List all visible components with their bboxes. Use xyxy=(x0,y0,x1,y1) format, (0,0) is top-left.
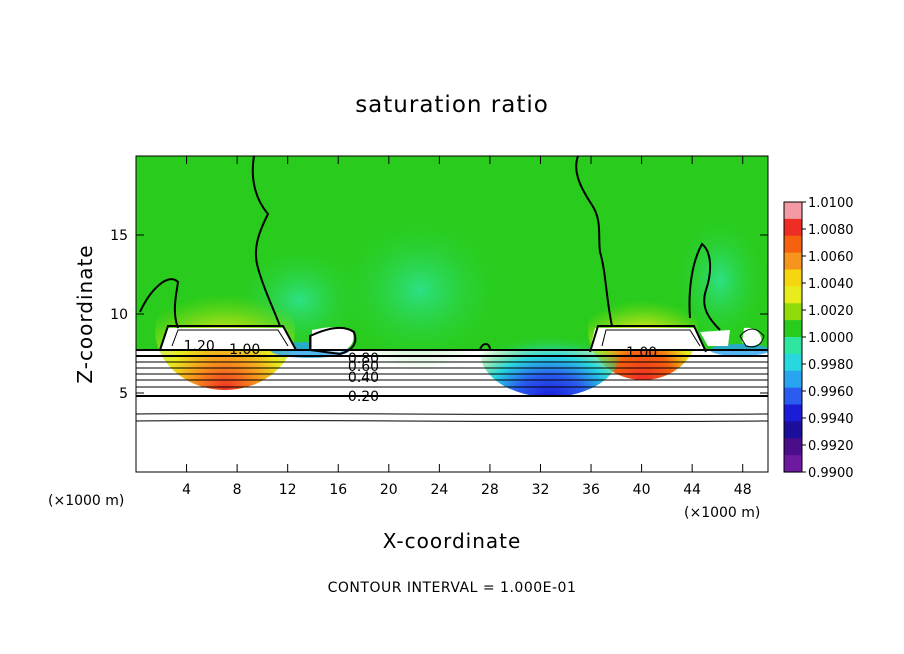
colorbar-swatch xyxy=(784,455,802,473)
contour-label: 0.80 xyxy=(348,351,379,367)
colorbar-label: 1.0060 xyxy=(808,250,854,265)
colorbar-label: 1.0100 xyxy=(808,196,854,211)
colorbar-swatch xyxy=(784,404,802,422)
contour-level-10 xyxy=(136,419,768,423)
x-tick-label: 48 xyxy=(734,482,752,498)
colorbar-swatch xyxy=(784,235,802,254)
contour-level-3 xyxy=(136,361,768,363)
colorbar-swatch xyxy=(784,286,802,304)
colorbar-label: 1.0040 xyxy=(808,277,854,292)
x-tick-label: 4 xyxy=(182,482,191,498)
x-tick-label: 24 xyxy=(430,482,448,498)
colorbar-swatch xyxy=(784,337,802,355)
contour-1p00-left xyxy=(251,156,281,327)
colorbar-label: 0.9940 xyxy=(808,412,854,427)
colorbar-swatch xyxy=(784,303,802,321)
colorbar: 1.0100 1.0080 1.0060 1.0040 1.0020 1.0000 0.99… xyxy=(783,196,854,481)
contour-label: 0.60 xyxy=(348,359,379,375)
contour-level-1 xyxy=(136,348,768,352)
plot-area: 1.20 1.00 0.800.600.40 0.20 1.00 xyxy=(136,156,768,472)
x-tick-label: 40 xyxy=(633,482,651,498)
colorbar-swatch xyxy=(784,370,802,389)
contour-interval-note: CONTOUR INTERVAL = 1.000E-01 xyxy=(328,580,577,596)
contour-cloud-1-inner xyxy=(171,329,289,347)
contour-1p00-right xyxy=(575,156,613,327)
contour-labels: 1.20 1.00 0.800.600.40 0.20 1.00 xyxy=(184,339,658,406)
contour-label: 1.20 xyxy=(184,339,215,355)
contour-level-9 xyxy=(136,412,768,416)
colorbar-label: 1.0020 xyxy=(808,304,854,319)
x-tick-label: 36 xyxy=(582,482,600,498)
contour-cloud-4 xyxy=(739,328,765,348)
x-tick-label: 20 xyxy=(380,482,398,498)
x-tick-label: 12 xyxy=(279,482,297,498)
x-tick-label: 44 xyxy=(683,482,701,498)
contour-label: 1.00 xyxy=(229,342,260,358)
contour-label: 1.00 xyxy=(626,345,657,361)
contour-cloud-2-inner xyxy=(601,329,701,347)
x-unit-left: (×1000 m) xyxy=(48,493,124,509)
x-axis-title: X-coordinate xyxy=(383,529,522,553)
colorbar-label: 0.9920 xyxy=(808,439,854,454)
x-tick-label: 28 xyxy=(481,482,499,498)
contour-right-lobe xyxy=(688,242,721,331)
contour-level-8 xyxy=(136,394,768,398)
contour-label: 0.40 xyxy=(348,370,379,386)
cloud-1 xyxy=(160,328,295,350)
colorbar-swatch xyxy=(784,438,802,456)
contour-cloud-1 xyxy=(159,325,297,351)
colorbar-label: 1.0080 xyxy=(808,223,854,238)
colorbar-swatch xyxy=(784,252,802,271)
colorbar-label: 0.9980 xyxy=(808,358,854,373)
cloud-3 xyxy=(312,327,354,352)
y-axis-ticks: 5 10 15 xyxy=(110,228,768,402)
colorbar-swatch xyxy=(784,353,802,372)
x-tick-label: 32 xyxy=(532,482,550,498)
colorbar-swatch xyxy=(784,202,802,220)
colorbar-label: 1.0000 xyxy=(808,331,854,346)
cloud-5 xyxy=(742,327,762,346)
contour-lines xyxy=(136,156,768,423)
x-tick-label: 8 xyxy=(233,482,242,498)
colorbar-label: 0.9960 xyxy=(808,385,854,400)
cloud-2 xyxy=(590,328,705,350)
x-axis-ticks: 4 8 12 16 20 24 28 32 36 40 44 48 xyxy=(182,156,752,498)
contour-level-2 xyxy=(136,354,768,358)
y-axis-title: Z-coordinate xyxy=(73,244,97,383)
colorbar-swatch xyxy=(784,218,802,237)
contour-level-7 xyxy=(136,386,768,388)
colorbar-swatch xyxy=(784,320,802,338)
contour-small-loop xyxy=(479,343,491,351)
x-tick-label: 16 xyxy=(329,482,347,498)
colorbar-swatch xyxy=(784,387,802,406)
contour-cloud-2 xyxy=(589,325,707,353)
colorbar-swatch xyxy=(784,269,802,287)
cloud-4 xyxy=(700,330,730,346)
contour-level-5 xyxy=(136,373,768,375)
chart-title: saturation ratio xyxy=(355,92,549,118)
contour-level-6 xyxy=(136,379,768,381)
contour-cloud-3 xyxy=(309,326,357,356)
colorbar-swatch xyxy=(784,421,802,439)
contour-level-4 xyxy=(136,367,768,369)
y-tick-label: 10 xyxy=(110,307,128,323)
colorbar-label: 0.9900 xyxy=(808,466,854,481)
cyan-region-mid xyxy=(330,210,510,370)
subsaturated-region xyxy=(480,307,620,397)
y-tick-label: 5 xyxy=(119,386,128,402)
contour-label: 0.20 xyxy=(348,389,379,405)
y-tick-label: 15 xyxy=(110,228,128,244)
x-unit-right: (×1000 m) xyxy=(684,505,760,521)
contour-left-lobe xyxy=(139,278,180,329)
